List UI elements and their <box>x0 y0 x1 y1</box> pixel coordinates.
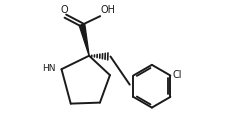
Text: O: O <box>61 4 68 15</box>
Polygon shape <box>79 24 89 56</box>
Text: Cl: Cl <box>172 70 182 80</box>
Text: HN: HN <box>42 64 55 73</box>
Text: OH: OH <box>101 4 116 15</box>
